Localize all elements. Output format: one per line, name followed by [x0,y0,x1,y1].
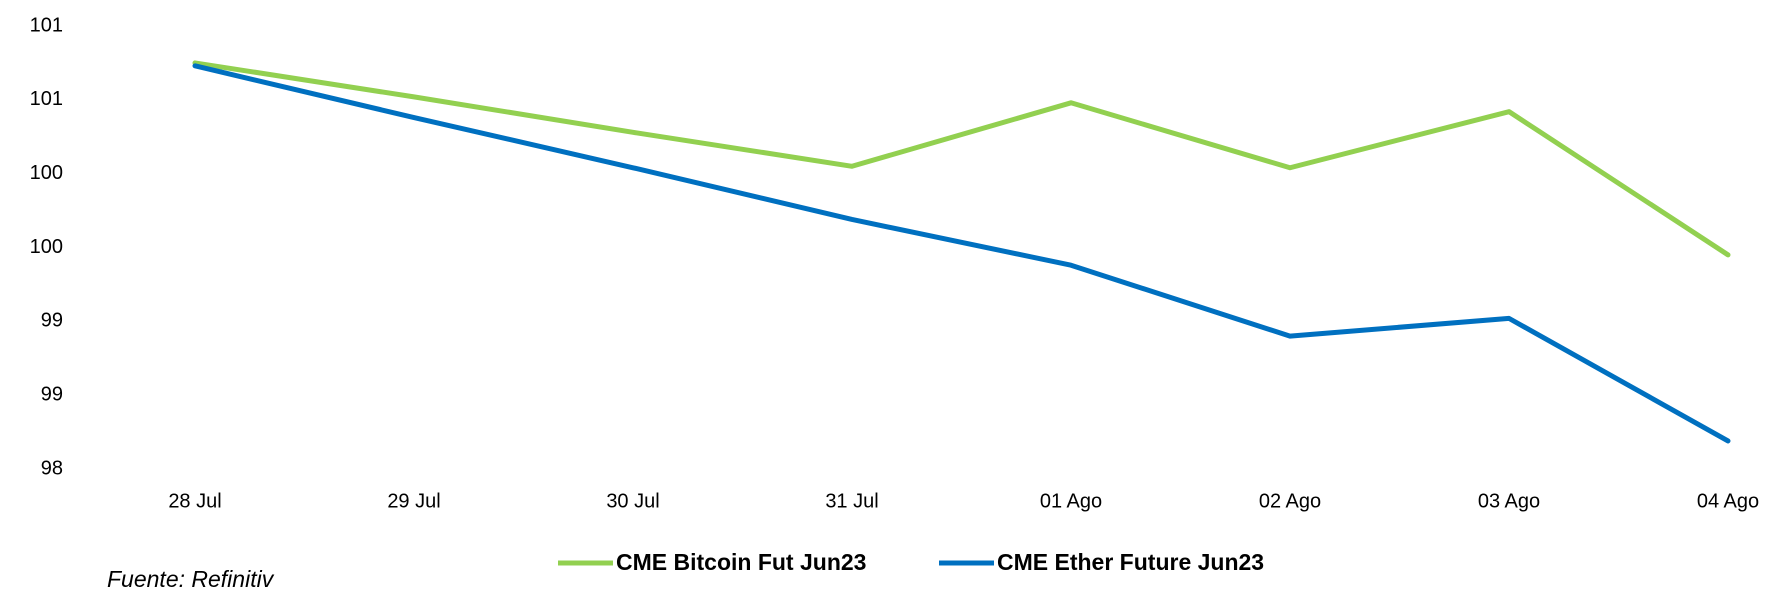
x-tick-label: 31 Jul [825,490,878,512]
legend-text: CME Bitcoin Fut Jun23 [616,549,866,575]
legend-text: CME Ether Future Jun23 [997,549,1264,575]
x-tick-label: 04 Ago [1697,490,1759,512]
series-line [192,60,1731,258]
series-line [192,63,1731,444]
x-tick-label: 01 Ago [1040,490,1102,512]
source-note: Fuente: Refinitiv [107,566,275,592]
y-tick-label: 99 [41,310,63,332]
x-tick-label: 29 Jul [387,490,440,512]
x-tick-label: 30 Jul [606,490,659,512]
y-tick-label: 100 [30,162,63,184]
y-tick-label: 100 [30,236,63,258]
y-tick-label: 101 [30,88,63,110]
x-tick-label: 03 Ago [1478,490,1540,512]
x-tick-label: 28 Jul [168,490,221,512]
y-tick-label: 99 [41,383,63,405]
x-tick-label: 02 Ago [1259,490,1321,512]
y-tick-label: 98 [41,457,63,479]
y-tick-label: 101 [30,14,63,36]
